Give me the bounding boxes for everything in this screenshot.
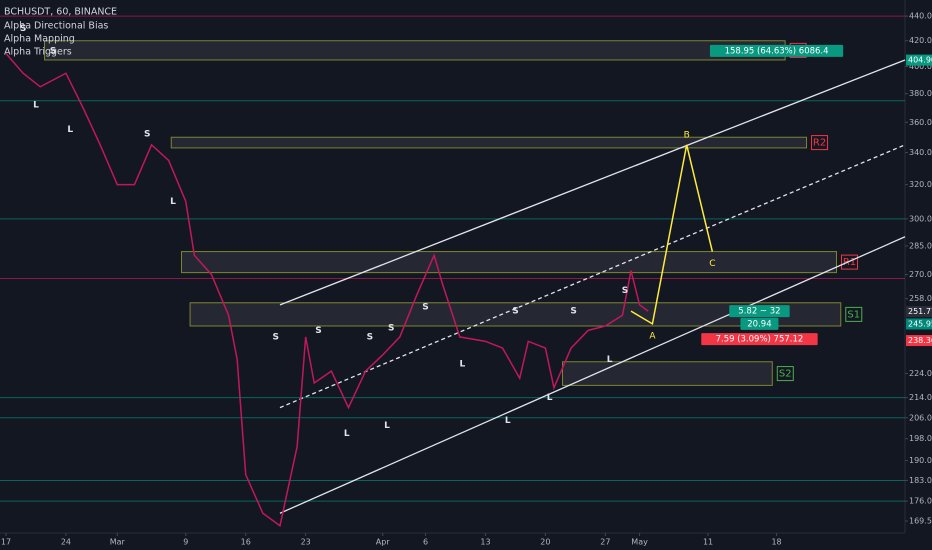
y-tick-label: 340.00 bbox=[909, 148, 932, 157]
price-line bbox=[5, 52, 649, 527]
x-tick-label: 17 bbox=[1, 538, 11, 547]
y-tick-label: 190.00 bbox=[909, 456, 932, 465]
x-tick-label: 6 bbox=[423, 538, 428, 547]
y-tick-label: 320.00 bbox=[909, 180, 932, 189]
projection-label: A bbox=[649, 331, 656, 341]
signal-marker: S bbox=[367, 332, 373, 342]
zone bbox=[44, 40, 786, 61]
x-tick-label: Apr bbox=[376, 538, 391, 547]
signal-marker: L bbox=[170, 197, 176, 207]
projection-line bbox=[630, 144, 714, 326]
zone-label: R1 bbox=[843, 257, 856, 268]
y-tick-label: 224.00 bbox=[909, 369, 932, 378]
measure-box bbox=[701, 333, 818, 346]
y-tick-label: 206.00 bbox=[909, 413, 932, 422]
x-tick-label: 24 bbox=[61, 538, 71, 547]
measure-box bbox=[740, 317, 779, 330]
signal-marker: S bbox=[50, 46, 56, 56]
signal-marker: L bbox=[459, 360, 465, 370]
projection-label: C bbox=[709, 259, 715, 269]
price-label-box bbox=[906, 306, 932, 318]
y-tick-label: 183.00 bbox=[909, 476, 932, 485]
x-tick-label: 20 bbox=[540, 538, 550, 547]
measure-text: 20.94 bbox=[747, 319, 771, 329]
x-tick-label: 16 bbox=[241, 538, 251, 547]
zone bbox=[189, 302, 842, 327]
measure-text: 158.95 (64.63%) 6086.4 bbox=[725, 46, 829, 56]
y-tick-label: 169.50 bbox=[909, 516, 932, 525]
zone-label-box bbox=[841, 254, 859, 270]
zone bbox=[562, 361, 773, 386]
price-label-box bbox=[906, 335, 932, 347]
y-tick-label: 300.00 bbox=[909, 214, 932, 223]
measure-box bbox=[729, 305, 790, 318]
y-tick-label: 380.00 bbox=[909, 89, 932, 98]
signal-marker: S bbox=[512, 307, 518, 317]
y-tick-label: 420.00 bbox=[909, 36, 932, 45]
channel-line bbox=[279, 59, 906, 306]
signal-marker: S bbox=[570, 307, 576, 317]
y-tick-label: 285.00 bbox=[909, 241, 932, 250]
signal-marker: S bbox=[388, 324, 394, 334]
signal-marker: S bbox=[144, 130, 150, 140]
x-tick-label: May bbox=[631, 538, 648, 547]
price-label: 251.77 bbox=[908, 307, 932, 316]
signal-marker: S bbox=[272, 332, 278, 342]
price-label-box bbox=[906, 54, 932, 66]
signal-marker: S bbox=[315, 326, 321, 336]
price-label-box bbox=[906, 318, 932, 330]
signal-marker: S bbox=[422, 302, 428, 312]
legend-item: Alpha Triggers bbox=[4, 47, 72, 58]
zone-label-box bbox=[776, 366, 794, 382]
zone-label-box bbox=[845, 306, 863, 322]
signal-marker: L bbox=[547, 393, 553, 403]
price-label: 245.95 bbox=[908, 319, 932, 328]
zone-label-box bbox=[811, 135, 829, 151]
legend-item: Alpha Mapping bbox=[4, 34, 75, 45]
measure-text: 5.82 ~ 32 bbox=[738, 307, 780, 317]
signal-marker: L bbox=[607, 355, 613, 365]
y-tick-label: 440.00 bbox=[909, 12, 932, 21]
x-tick-label: 13 bbox=[480, 538, 490, 547]
x-tick-label: 23 bbox=[301, 538, 311, 547]
price-label: 404.90 bbox=[908, 56, 932, 65]
price-label: 238.36 bbox=[908, 336, 932, 345]
x-tick-label: 27 bbox=[600, 538, 610, 547]
y-tick-label: 214.00 bbox=[909, 393, 932, 402]
y-tick-label: 198.00 bbox=[909, 434, 932, 443]
signal-marker: L bbox=[384, 421, 390, 431]
signal-marker: L bbox=[505, 416, 511, 426]
signal-marker: S bbox=[622, 286, 628, 296]
x-tick-label: 18 bbox=[771, 538, 781, 547]
y-tick-label: 270.00 bbox=[909, 270, 932, 279]
zone-label: S2 bbox=[779, 369, 792, 380]
zone-label: R2 bbox=[813, 138, 826, 149]
zone-label: S1 bbox=[847, 309, 860, 320]
x-tick-label: 9 bbox=[183, 538, 188, 547]
chart-title: BCHUSDT, 60, BINANCE bbox=[4, 7, 117, 18]
legend-item: Alpha Directional Bias bbox=[4, 21, 108, 32]
y-tick-label: 360.00 bbox=[909, 118, 932, 127]
x-tick-label: Mar bbox=[110, 538, 126, 547]
x-tick-label: 11 bbox=[703, 538, 713, 547]
y-tick-label: 258.00 bbox=[909, 294, 932, 303]
signal-marker: S bbox=[20, 24, 26, 34]
channel-line bbox=[279, 236, 906, 514]
y-tick-label: 176.00 bbox=[909, 497, 932, 506]
zone bbox=[170, 136, 808, 149]
measure-text: 7.59 (3.09%) 757.12 bbox=[716, 335, 804, 345]
y-tick-label: 400.00 bbox=[909, 62, 932, 71]
channel-line bbox=[279, 144, 906, 409]
projection-label: B bbox=[684, 130, 690, 140]
measure-box bbox=[709, 44, 844, 57]
signal-marker: L bbox=[67, 125, 73, 135]
zone bbox=[181, 251, 838, 274]
signal-marker: L bbox=[344, 429, 350, 439]
signal-marker: L bbox=[33, 100, 39, 110]
